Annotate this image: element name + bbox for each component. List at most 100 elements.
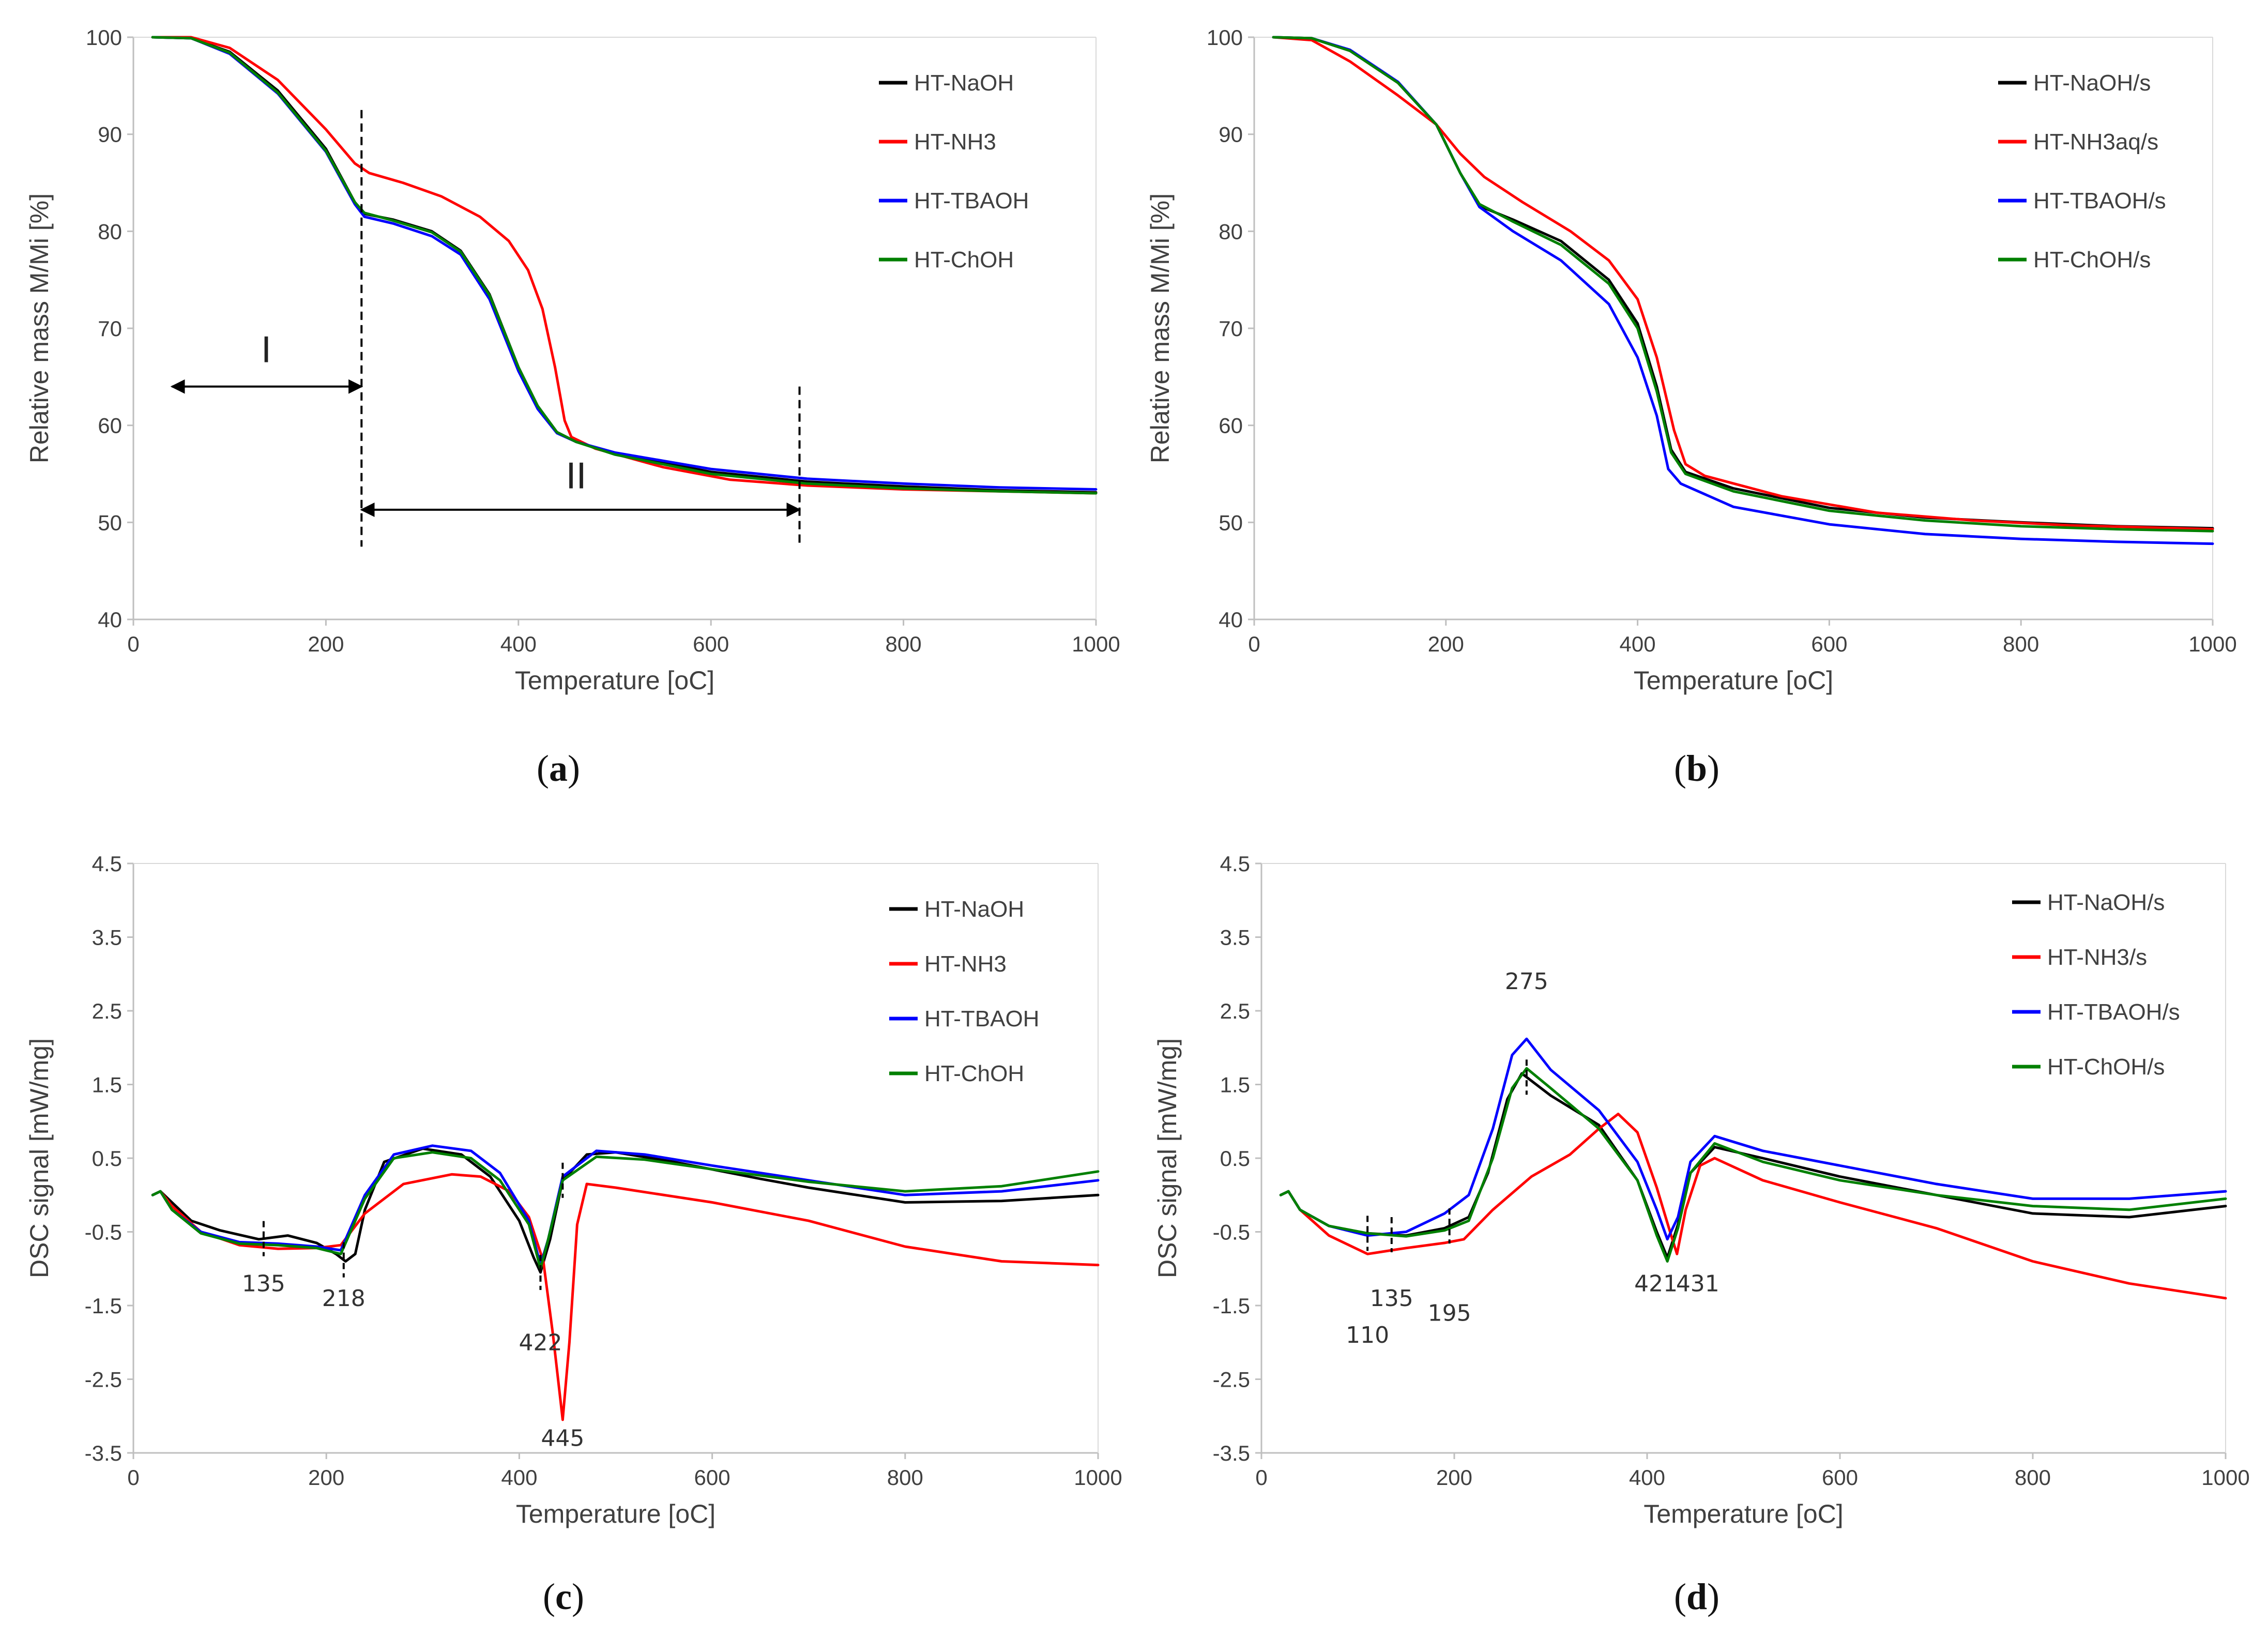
x-tick-label: 200: [308, 632, 344, 656]
legend-label: HT-NH3/s: [2047, 945, 2147, 970]
y-tick-label: 70: [1219, 316, 1243, 341]
x-tick-label: 400: [500, 632, 537, 656]
region-label: I: [261, 329, 271, 371]
x-tick-label: 200: [1428, 632, 1464, 656]
y-tick-label: -1.5: [85, 1294, 122, 1318]
x-tick-label: 200: [1436, 1465, 1472, 1490]
y-tick-label: 1.5: [1220, 1073, 1250, 1097]
y-axis-title: DSC signal [mW/mg]: [25, 1038, 54, 1278]
y-tick-label: 50: [98, 510, 122, 535]
legend-label: HT-NaOH/s: [2047, 890, 2165, 915]
series-line-HT-ChOH/s: [1279, 1067, 2227, 1263]
peak-label: 195: [1428, 1300, 1471, 1326]
legend-label: HT-ChOH/s: [2047, 1054, 2165, 1080]
y-tick-label: 0.5: [1220, 1146, 1250, 1171]
x-tick-label: 400: [1629, 1465, 1665, 1490]
y-tick-label: 60: [98, 414, 122, 438]
region-label: II: [566, 456, 587, 497]
legend-label: HT-NH3: [914, 129, 996, 155]
y-tick-label: 3.5: [92, 926, 122, 950]
y-tick-label: -1.5: [1213, 1294, 1250, 1318]
y-axis-title: DSC signal [mW/mg]: [1153, 1038, 1182, 1278]
legend-label: HT-NaOH: [924, 897, 1024, 922]
legend-label: HT-TBAOH/s: [2047, 999, 2180, 1025]
x-tick-label: 1000: [1072, 632, 1120, 656]
x-axis-title: Temperature [oC]: [1643, 1499, 1843, 1528]
x-tick-label: 0: [127, 1465, 139, 1490]
y-tick-label: -0.5: [85, 1220, 122, 1245]
y-tick-label: 40: [1219, 608, 1243, 632]
peak-label: 218: [322, 1285, 366, 1312]
x-tick-label: 0: [127, 632, 139, 656]
y-tick-label: 80: [1219, 219, 1243, 244]
series-line-HT-NH3/s: [1279, 1113, 2227, 1300]
peak-label: 135: [1370, 1285, 1413, 1312]
series-line-HT-NH3: [151, 36, 1098, 495]
peak-label: 431: [1676, 1270, 1719, 1297]
x-tick-label: 600: [694, 1465, 730, 1490]
x-tick-label: 1000: [2201, 1465, 2249, 1490]
legend-label: HT-TBAOH: [914, 188, 1029, 214]
y-axis-title: Relative mass M/Mi [%]: [25, 193, 54, 463]
y-tick-label: 2.5: [92, 999, 122, 1023]
series-line-HT-NaOH/s: [1279, 1072, 2227, 1259]
series-line-HT-ChOH: [151, 1151, 1100, 1270]
y-tick-label: 40: [98, 608, 122, 632]
x-tick-label: 600: [1811, 632, 1847, 656]
x-tick-label: 800: [2015, 1465, 2051, 1490]
panel-caption: (a): [537, 748, 580, 789]
legend-label: HT-TBAOH: [924, 1006, 1039, 1032]
peak-label: 110: [1346, 1322, 1389, 1348]
x-tick-label: 800: [886, 632, 922, 656]
legend-label: HT-TBAOH/s: [2033, 188, 2166, 214]
x-tick-label: 1000: [1074, 1465, 1122, 1490]
x-tick-label: 0: [1248, 632, 1260, 656]
y-tick-label: -3.5: [85, 1441, 122, 1465]
series-line-HT-TBAOH/s: [1272, 36, 2214, 545]
panel-d: 0 200 400 600 800 1000 -3.5 -2.5 -1.5 -0.5 0.5 1.5 2…: [1153, 852, 2250, 1617]
series-line-HT-NaOH/s: [1272, 36, 2214, 530]
y-tick-label: 60: [1219, 414, 1243, 438]
x-tick-label: 400: [1620, 632, 1656, 656]
x-tick-label: 400: [501, 1465, 537, 1490]
peak-label: 422: [519, 1329, 562, 1356]
panel-c: 0 200 400 600 800 1000 -3.5 -2.5 -1.5 -0.5 0.5 1.5 2…: [25, 852, 1122, 1617]
y-tick-label: 80: [98, 219, 122, 244]
legend-label: HT-NH3: [924, 951, 1007, 977]
y-tick-label: 90: [98, 123, 122, 147]
x-tick-label: 800: [2003, 632, 2039, 656]
panel-caption: (d): [1674, 1576, 1719, 1617]
legend-label: HT-NH3aq/s: [2033, 129, 2158, 155]
legend-label: HT-ChOH: [914, 247, 1014, 272]
series-line-HT-TBAOH: [151, 1144, 1100, 1267]
x-tick-label: 0: [1255, 1465, 1267, 1490]
x-axis-title: Temperature [oC]: [1634, 666, 1833, 695]
series-line-HT-TBAOH/s: [1279, 1037, 2227, 1241]
series-line-HT-NH3aq/s: [1272, 36, 2214, 530]
x-axis-title: Temperature [oC]: [515, 666, 714, 695]
y-tick-label: 4.5: [1220, 852, 1250, 876]
y-tick-label: -2.5: [85, 1368, 122, 1392]
peak-label: 135: [242, 1270, 285, 1297]
series-line-HT-ChOH/s: [1272, 36, 2214, 533]
x-tick-label: 600: [1822, 1465, 1858, 1490]
x-tick-label: 600: [693, 632, 729, 656]
legend-label: HT-NaOH: [914, 70, 1014, 96]
legend-label: HT-ChOH/s: [2033, 247, 2151, 272]
panel-caption: (b): [1674, 748, 1719, 789]
y-tick-label: 4.5: [92, 852, 122, 876]
y-tick-label: 2.5: [1220, 999, 1250, 1023]
y-tick-label: 3.5: [1220, 926, 1250, 950]
legend-label: HT-ChOH: [924, 1061, 1024, 1086]
series-line-HT-ChOH: [151, 36, 1098, 495]
peak-label: 421: [1634, 1270, 1678, 1297]
y-tick-label: 90: [1219, 123, 1243, 147]
y-tick-label: -2.5: [1213, 1368, 1250, 1392]
x-tick-label: 200: [308, 1465, 344, 1490]
peak-label: 275: [1505, 968, 1548, 995]
y-tick-label: 1.5: [92, 1073, 122, 1097]
y-tick-label: 50: [1219, 510, 1243, 535]
x-tick-label: 1000: [2188, 632, 2236, 656]
panel-a: 0 200 400 600 800 1000 40 50 60 70 80 90 100 Temperat…: [25, 25, 1120, 789]
